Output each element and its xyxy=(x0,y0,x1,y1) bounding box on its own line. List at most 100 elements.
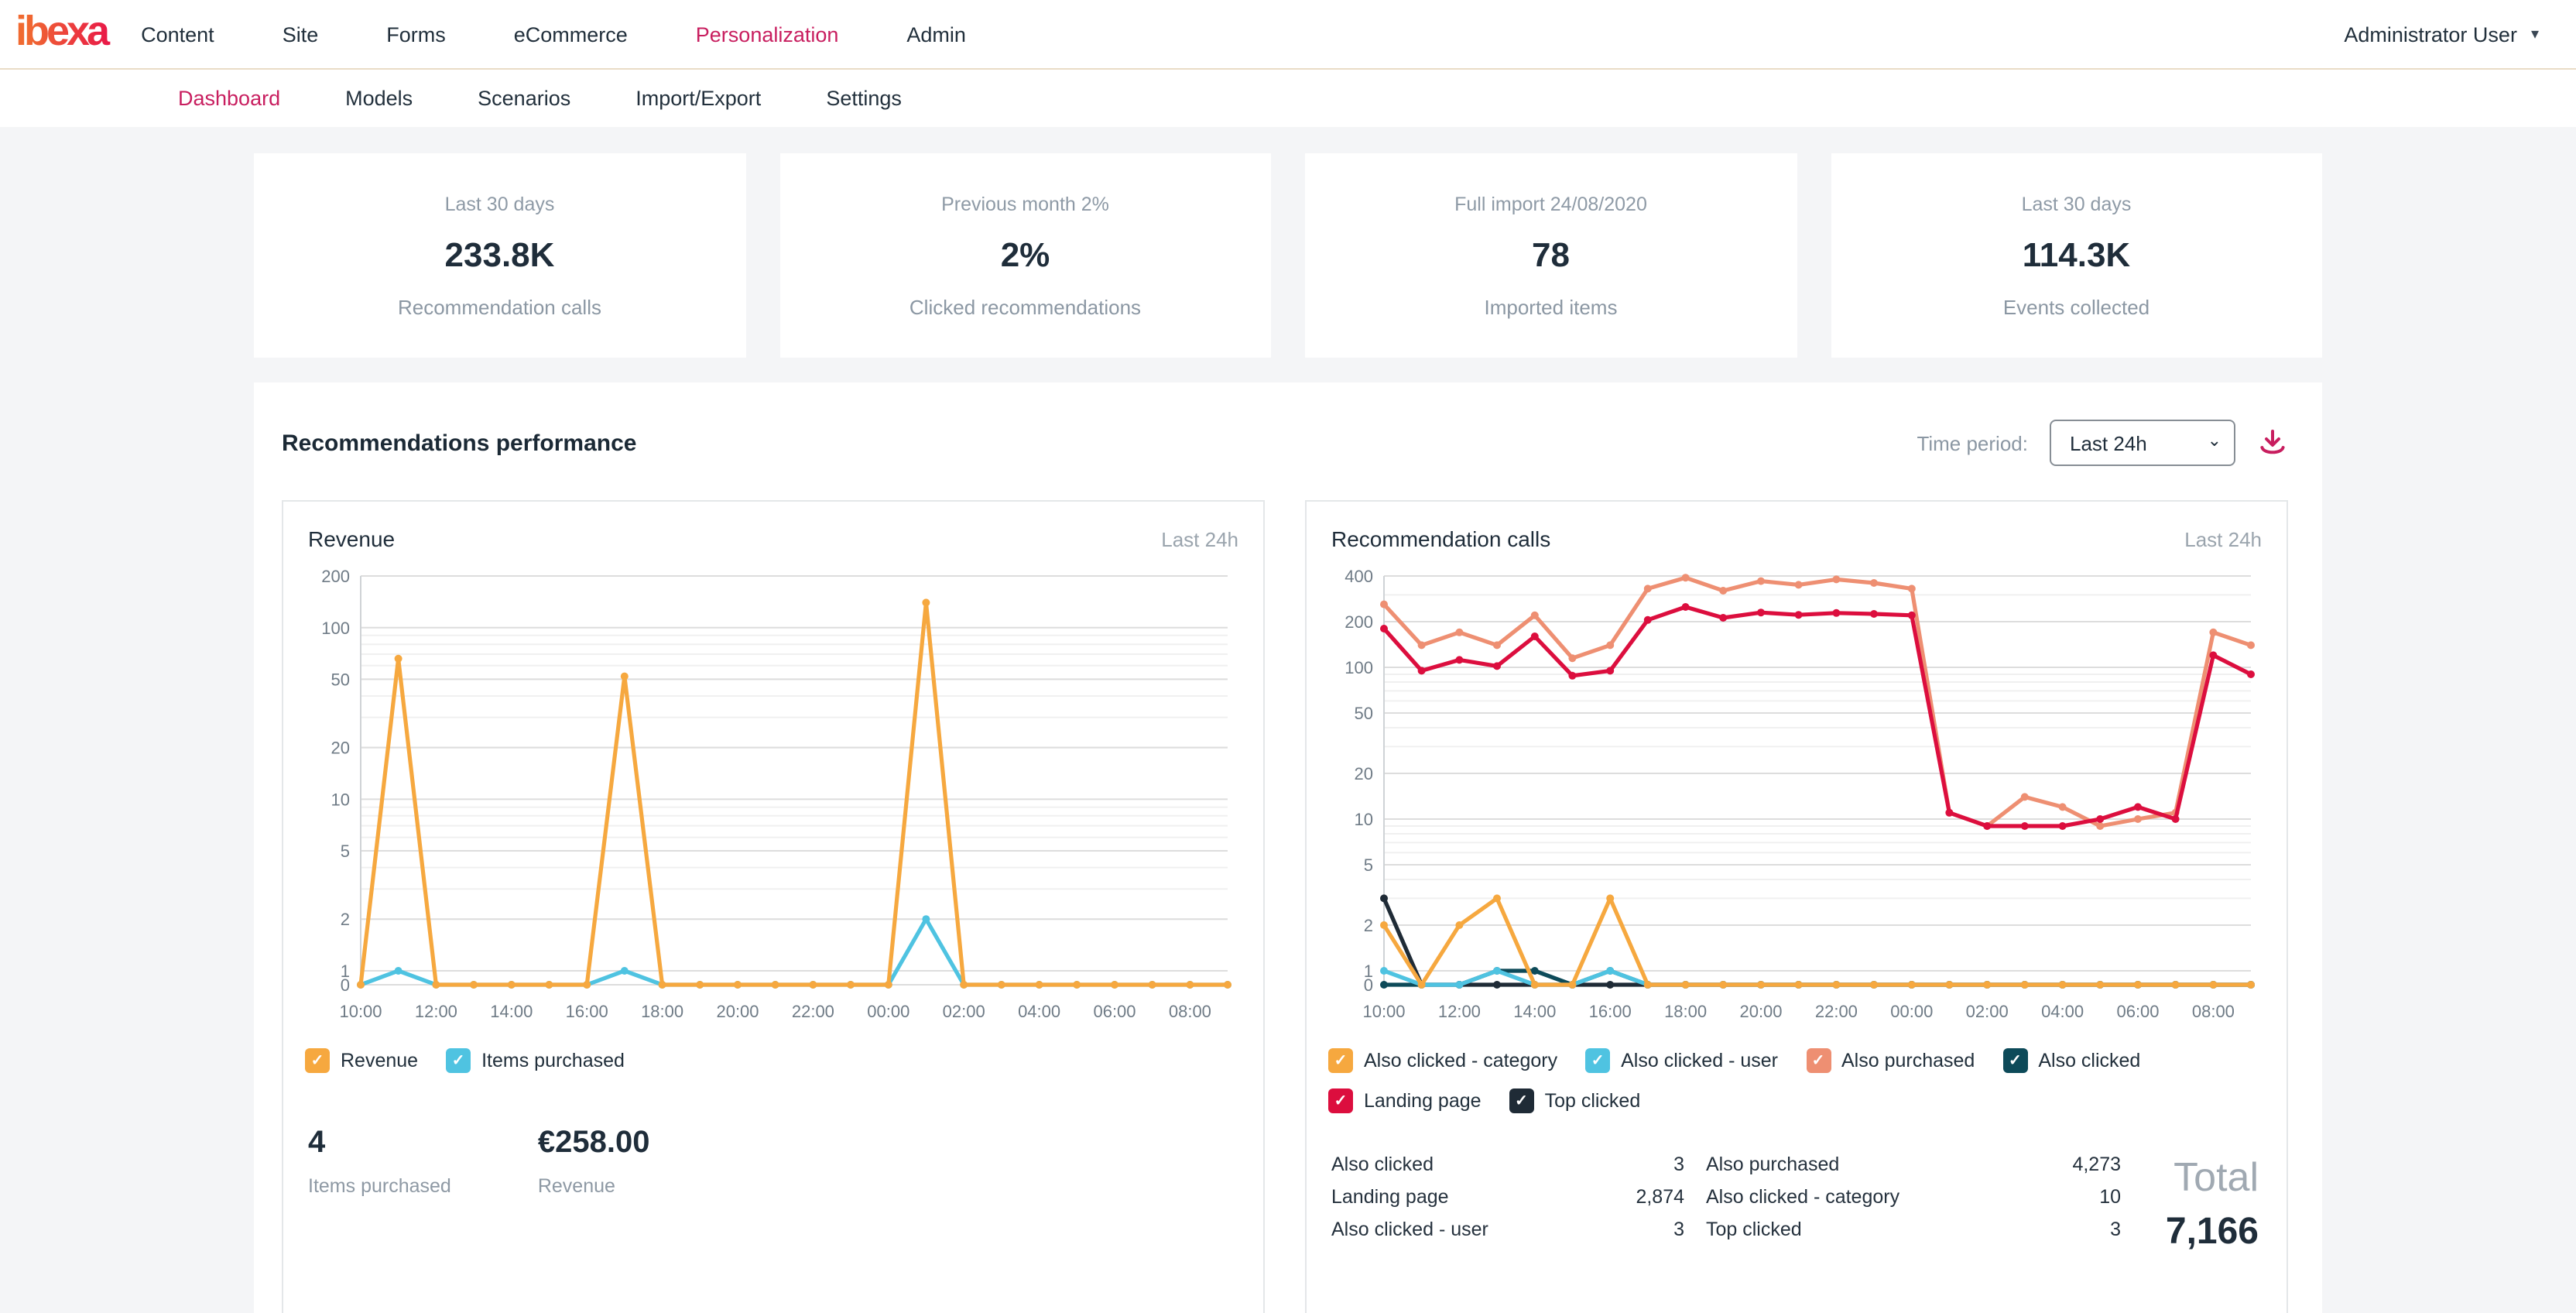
svg-text:20:00: 20:00 xyxy=(716,1002,759,1021)
export-download-button[interactable] xyxy=(2257,427,2288,458)
main-menu: Content Site Forms eCommerce Personaliza… xyxy=(141,22,966,46)
stat-label: Imported items xyxy=(1484,295,1618,318)
checkbox-checked-icon: ✓ xyxy=(2002,1048,2028,1073)
panel-controls: Time period: Last 24h ⌄ xyxy=(1917,420,2288,466)
nav-item-site[interactable]: Site xyxy=(282,22,319,46)
stat-value: 114.3K xyxy=(2022,235,2131,273)
time-period-select[interactable]: Last 24h xyxy=(2050,420,2235,466)
svg-text:2: 2 xyxy=(341,910,350,929)
svg-text:50: 50 xyxy=(1355,704,1373,723)
svg-text:0: 0 xyxy=(1364,975,1373,995)
panel-header: Recommendations performance Time period:… xyxy=(282,420,2288,466)
checkbox-checked-icon: ✓ xyxy=(446,1048,471,1073)
stat-value: 3 xyxy=(1673,1219,1684,1240)
svg-text:10:00: 10:00 xyxy=(1362,1002,1405,1021)
svg-text:12:00: 12:00 xyxy=(1438,1002,1481,1021)
checkbox-checked-icon: ✓ xyxy=(1328,1088,1353,1113)
nav-item-ecommerce[interactable]: eCommerce xyxy=(513,22,628,46)
svg-text:08:00: 08:00 xyxy=(2192,1002,2235,1021)
subnav-item-settings[interactable]: Settings xyxy=(826,87,902,110)
chart-card-header: Recommendation calls Last 24h xyxy=(1331,526,2262,551)
stat-value: 2% xyxy=(1000,235,1050,273)
stat-card-clicked-recommendations: Previous month 2% 2% Clicked recommendat… xyxy=(779,153,1271,358)
svg-text:200: 200 xyxy=(321,567,350,586)
checkbox-checked-icon: ✓ xyxy=(305,1048,330,1073)
stat-name: Also clicked - user xyxy=(1331,1219,1488,1240)
legend-item-also-purchased[interactable]: ✓ Also purchased xyxy=(1806,1048,1975,1073)
svg-text:06:00: 06:00 xyxy=(1093,1002,1136,1021)
legend-item-revenue[interactable]: ✓ Revenue xyxy=(305,1048,418,1073)
stat-value: 4,273 xyxy=(2072,1154,2121,1175)
summary-label: Items purchased xyxy=(308,1175,451,1197)
recommendation-calls-chart-card: Recommendation calls Last 24h 400 200 100 5… xyxy=(1305,500,2288,1313)
svg-text:0: 0 xyxy=(341,975,350,995)
stat-period: Last 30 days xyxy=(2021,193,2132,214)
svg-text:100: 100 xyxy=(1345,658,1373,677)
nav-item-admin[interactable]: Admin xyxy=(906,22,966,46)
ibexa-logo[interactable]: ibexa xyxy=(15,9,128,52)
revenue-line-chart[interactable]: 200 100 50 20 10 5 2 1 0 10:00 12:00 14:00 16:00 18:0… xyxy=(305,561,1237,1033)
stat-card-recommendation-calls: Last 30 days 233.8K Recommendation calls xyxy=(254,153,745,358)
svg-text:02:00: 02:00 xyxy=(1966,1002,2009,1021)
time-period-label: Time period: xyxy=(1917,431,2028,454)
stat-value: 3 xyxy=(1673,1154,1684,1175)
panel-title: Recommendations performance xyxy=(282,430,637,456)
stat-period: Last 30 days xyxy=(444,193,555,214)
stat-value: 10 xyxy=(2099,1186,2121,1208)
legend-item-top-clicked[interactable]: ✓ Top clicked xyxy=(1509,1088,1640,1113)
nav-item-content[interactable]: Content xyxy=(141,22,214,46)
svg-text:04:00: 04:00 xyxy=(1018,1002,1060,1021)
legend-item-landing-page[interactable]: ✓ Landing page xyxy=(1328,1088,1482,1113)
summary-value: 4 xyxy=(308,1126,326,1160)
svg-text:08:00: 08:00 xyxy=(1169,1002,1211,1021)
stat-period: Full import 24/08/2020 xyxy=(1454,193,1647,214)
stat-name: Also clicked xyxy=(1331,1154,1434,1175)
nav-item-personalization[interactable]: Personalization xyxy=(695,22,839,46)
calls-stats-table: Also clicked 3 Also purchased 4,273 Land… xyxy=(1328,1154,2121,1240)
checkbox-checked-icon: ✓ xyxy=(1509,1088,1534,1113)
calls-legend: ✓ Also clicked - category ✓ Also clicked… xyxy=(1328,1048,2265,1113)
svg-text:50: 50 xyxy=(331,670,350,689)
recommendations-performance-panel: Recommendations performance Time period:… xyxy=(254,382,2322,1313)
calls-total: Total 7,166 xyxy=(2166,1154,2265,1254)
legend-item-also-clicked-user[interactable]: ✓ Also clicked - user xyxy=(1585,1048,1778,1073)
subnav-item-import-export[interactable]: Import/Export xyxy=(635,87,762,110)
chart-title: Revenue xyxy=(308,526,396,551)
summary-value: €258.00 xyxy=(537,1126,650,1160)
svg-text:10: 10 xyxy=(1355,810,1373,829)
chevron-down-icon: ▾ xyxy=(2530,26,2539,43)
stat-value: 78 xyxy=(1532,235,1570,273)
legend-item-items-purchased[interactable]: ✓ Items purchased xyxy=(446,1048,625,1073)
stat-value: 233.8K xyxy=(444,235,555,273)
svg-text:00:00: 00:00 xyxy=(867,1002,909,1021)
svg-text:2: 2 xyxy=(1364,916,1373,935)
chart-range-label: Last 24h xyxy=(1161,528,1238,551)
svg-text:00:00: 00:00 xyxy=(1890,1002,1933,1021)
total-label: Total xyxy=(2174,1154,2259,1200)
recommendation-calls-line-chart[interactable]: 400 200 100 50 20 10 5 2 1 0 10:00 12:00 14:00 16:00 1… xyxy=(1328,561,2260,1033)
subnav-item-dashboard[interactable]: Dashboard xyxy=(178,87,281,110)
subnav-item-models[interactable]: Models xyxy=(345,87,413,110)
chart-range-label: Last 24h xyxy=(2184,528,2262,551)
stat-name: Top clicked xyxy=(1706,1219,1802,1240)
charts-row: Revenue Last 24h 200 100 50 20 10 5 2 1 0 10:00 12… xyxy=(282,500,2288,1313)
svg-text:22:00: 22:00 xyxy=(792,1002,834,1021)
svg-text:14:00: 14:00 xyxy=(490,1002,533,1021)
svg-text:06:00: 06:00 xyxy=(2116,1002,2159,1021)
nav-item-forms[interactable]: Forms xyxy=(386,22,446,46)
stat-value: 3 xyxy=(2110,1219,2121,1240)
svg-text:5: 5 xyxy=(341,842,350,861)
stat-name: Also purchased xyxy=(1706,1154,1840,1175)
checkbox-checked-icon: ✓ xyxy=(1328,1048,1353,1073)
svg-text:1: 1 xyxy=(341,962,350,981)
legend-item-also-clicked-category[interactable]: ✓ Also clicked - category xyxy=(1328,1048,1557,1073)
svg-text:20:00: 20:00 xyxy=(1739,1002,1782,1021)
legend-item-also-clicked[interactable]: ✓ Also clicked xyxy=(2002,1048,2140,1073)
download-icon xyxy=(2260,430,2285,454)
svg-text:02:00: 02:00 xyxy=(943,1002,985,1021)
svg-text:20: 20 xyxy=(1355,764,1373,783)
user-menu[interactable]: Administrator User ▾ xyxy=(2344,22,2539,46)
summary-label: Revenue xyxy=(537,1175,615,1197)
svg-text:12:00: 12:00 xyxy=(415,1002,457,1021)
subnav-item-scenarios[interactable]: Scenarios xyxy=(478,87,571,110)
